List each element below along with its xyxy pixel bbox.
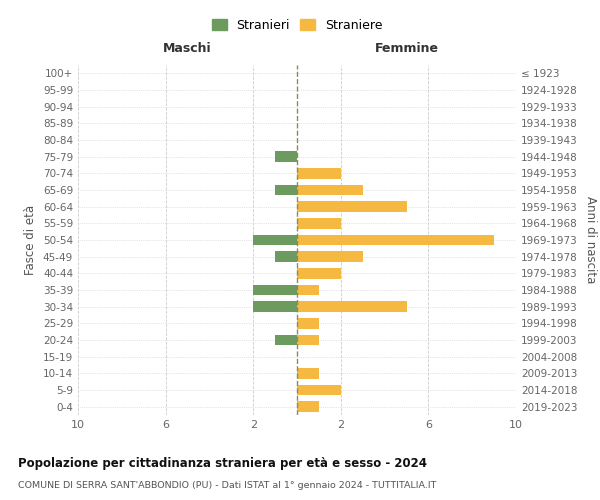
- Bar: [297, 301, 407, 312]
- Bar: [297, 318, 319, 329]
- Bar: [297, 368, 319, 379]
- Bar: [275, 152, 297, 162]
- Bar: [297, 334, 319, 345]
- Bar: [275, 184, 297, 196]
- Bar: [297, 284, 319, 296]
- Bar: [253, 234, 297, 246]
- Bar: [275, 251, 297, 262]
- Bar: [297, 401, 319, 412]
- Bar: [297, 251, 362, 262]
- Bar: [297, 168, 341, 179]
- Y-axis label: Fasce di età: Fasce di età: [25, 205, 37, 275]
- Text: Popolazione per cittadinanza straniera per età e sesso - 2024: Popolazione per cittadinanza straniera p…: [18, 458, 427, 470]
- Bar: [253, 301, 297, 312]
- Bar: [297, 202, 407, 212]
- Legend: Stranieri, Straniere: Stranieri, Straniere: [212, 19, 383, 32]
- Text: COMUNE DI SERRA SANT'ABBONDIO (PU) - Dati ISTAT al 1° gennaio 2024 - TUTTITALIA.: COMUNE DI SERRA SANT'ABBONDIO (PU) - Dat…: [18, 481, 436, 490]
- Bar: [253, 284, 297, 296]
- Bar: [275, 334, 297, 345]
- Bar: [297, 234, 494, 246]
- Text: Maschi: Maschi: [163, 42, 212, 55]
- Bar: [297, 268, 341, 279]
- Y-axis label: Anni di nascita: Anni di nascita: [584, 196, 597, 284]
- Text: Femmine: Femmine: [374, 42, 439, 55]
- Bar: [297, 384, 341, 396]
- Bar: [297, 218, 341, 229]
- Bar: [297, 184, 362, 196]
